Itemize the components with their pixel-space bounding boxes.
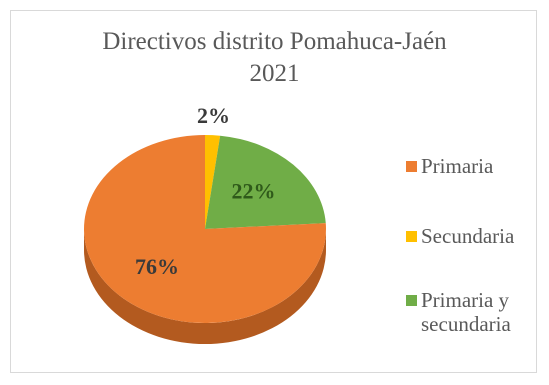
pie-side-primaria <box>84 229 326 344</box>
legend-label-primaria: Primaria <box>421 154 494 178</box>
legend-swatch-primaria-y-secundaria <box>406 295 417 306</box>
data-label-secundaria: 2% <box>197 103 230 128</box>
data-label-primaria: 76% <box>135 254 179 279</box>
legend-item-secundaria: Secundaria <box>406 224 536 248</box>
chart-title-line-1: Directivos distrito Pomahuca-Jaén <box>102 28 447 55</box>
legend-label-primaria-y-secundaria: Primaria y secundaria <box>421 288 511 336</box>
pie-slice-secundaria <box>205 135 221 229</box>
chart-title: Directivos distrito Pomahuca-Jaén 2021 <box>0 26 549 90</box>
chart-title-line-2: 2021 <box>249 60 300 87</box>
legend-item-primaria-y-secundaria: Primaria y secundaria <box>406 288 536 336</box>
pie-slice-primaria-y-secundaria <box>205 135 326 229</box>
legend-swatch-secundaria <box>406 231 417 242</box>
legend-label-secundaria: Secundaria <box>421 224 515 248</box>
legend-item-primaria: Primaria <box>406 154 536 178</box>
data-label-primaria-y-secundaria: 22% <box>232 179 276 204</box>
legend-swatch-primaria <box>406 161 417 172</box>
pie-slice-primaria <box>83 135 327 324</box>
